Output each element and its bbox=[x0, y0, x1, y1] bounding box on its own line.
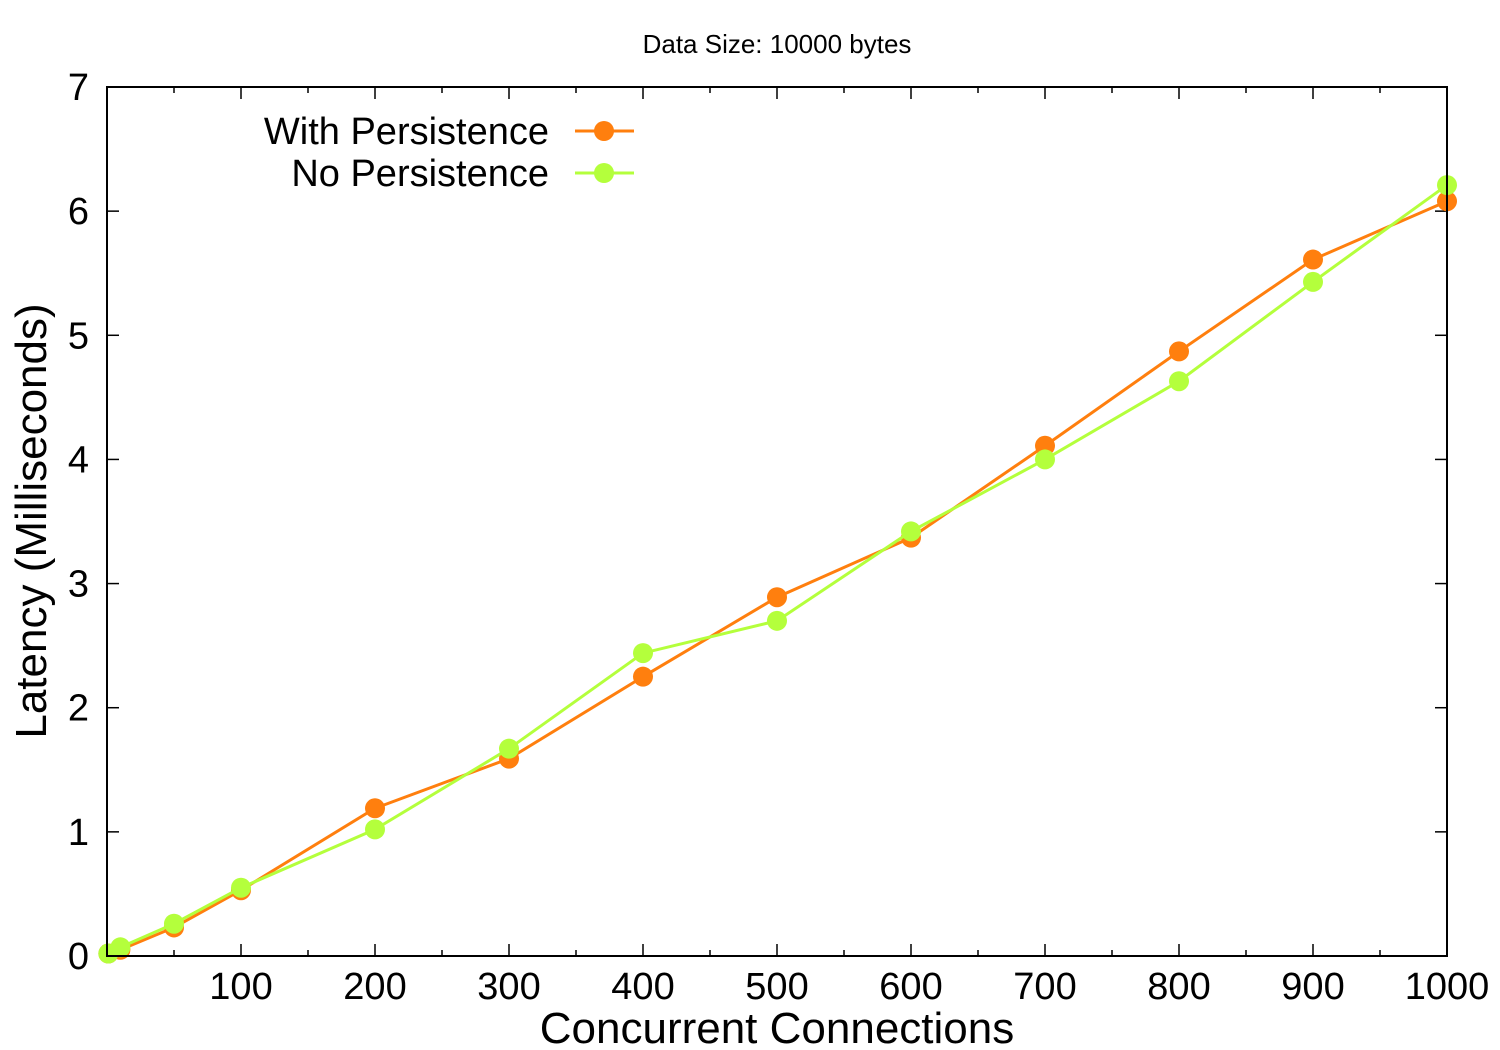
chart-title: Data Size: 10000 bytes bbox=[643, 29, 912, 59]
y-tick-label: 3 bbox=[68, 564, 89, 606]
data-point bbox=[767, 587, 787, 608]
data-point bbox=[231, 877, 251, 898]
x-axis-label: Concurrent Connections bbox=[540, 1004, 1014, 1050]
x-tick-label: 400 bbox=[611, 966, 674, 1008]
y-tick-label: 2 bbox=[68, 688, 89, 730]
y-tick-label: 1 bbox=[68, 812, 89, 854]
data-point bbox=[365, 819, 385, 840]
x-tick-label: 200 bbox=[343, 966, 406, 1008]
x-tick-label: 600 bbox=[879, 966, 942, 1008]
data-point bbox=[633, 666, 653, 687]
data-point bbox=[1303, 249, 1323, 270]
legend-label: No Persistence bbox=[291, 153, 549, 195]
y-tick-label: 5 bbox=[68, 315, 89, 357]
data-point bbox=[1169, 371, 1189, 392]
series-line bbox=[107, 183, 1448, 955]
x-tick-label: 1000 bbox=[1405, 966, 1490, 1008]
legend-label: With Persistence bbox=[264, 111, 549, 153]
data-point bbox=[1169, 341, 1189, 362]
x-tick-label: 900 bbox=[1281, 966, 1344, 1008]
x-tick-label: 300 bbox=[477, 966, 540, 1008]
series-layer bbox=[98, 175, 1457, 964]
y-tick-label: 0 bbox=[68, 936, 89, 978]
y-tick-label: 7 bbox=[68, 67, 89, 109]
data-point bbox=[499, 738, 519, 759]
data-point bbox=[901, 521, 921, 542]
series-0 bbox=[98, 191, 1457, 964]
data-point bbox=[110, 937, 131, 958]
plot-frame bbox=[106, 86, 1448, 957]
data-point bbox=[633, 643, 653, 664]
y-axis-label: Latency (Milliseconds) bbox=[7, 303, 56, 738]
data-point bbox=[1303, 271, 1323, 292]
x-tick-label: 100 bbox=[209, 966, 272, 1008]
x-tick-label: 800 bbox=[1147, 966, 1210, 1008]
data-point bbox=[767, 610, 787, 631]
data-point bbox=[365, 798, 385, 819]
series-1 bbox=[98, 175, 1457, 964]
legend-marker bbox=[594, 121, 614, 141]
legend-marker bbox=[594, 163, 614, 183]
axis-ticks: 100 200 300 400 500 600 700 800 900 1000 0 1 2 3 4 5 6 7 bbox=[68, 67, 1489, 1008]
data-point bbox=[1035, 449, 1055, 470]
y-tick-label: 6 bbox=[68, 191, 89, 233]
series-line bbox=[107, 199, 1448, 955]
y-tick-label: 4 bbox=[68, 439, 89, 481]
x-tick-label: 700 bbox=[1013, 966, 1076, 1008]
x-tick-label: 500 bbox=[745, 966, 808, 1008]
data-point bbox=[164, 913, 184, 934]
